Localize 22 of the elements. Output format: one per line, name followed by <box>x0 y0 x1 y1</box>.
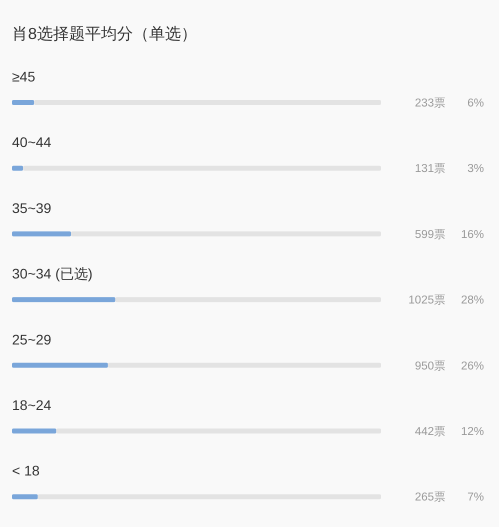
category-label: 35~39 <box>12 200 52 216</box>
title: 肖8选择题平均分（单选） <box>12 26 197 43</box>
annotation: 599票 <box>414 228 446 241</box>
annotation: 265票 <box>414 492 446 504</box>
value-label: 7% <box>467 492 484 504</box>
value-label: 26% <box>460 360 484 372</box>
category-label: 30~34 (已选) <box>12 266 93 282</box>
value-label: 16% <box>460 228 484 241</box>
annotation: 1025票 <box>408 294 446 307</box>
category-label: 18~24 <box>12 397 52 413</box>
category-label: 25~29 <box>12 331 52 348</box>
value-label: 3% <box>467 163 484 176</box>
value-label: 28% <box>460 294 484 307</box>
category-label: 40~44 <box>12 134 52 150</box>
category-label: < 18 <box>12 462 40 479</box>
annotation: 442票 <box>414 426 446 438</box>
annotation: 233票 <box>414 98 446 110</box>
value-label: 12% <box>460 426 484 438</box>
annotation: 131票 <box>414 163 446 176</box>
value-label: 6% <box>467 98 484 110</box>
category-label: ≥45 <box>12 68 36 84</box>
annotation: 950票 <box>414 360 446 372</box>
